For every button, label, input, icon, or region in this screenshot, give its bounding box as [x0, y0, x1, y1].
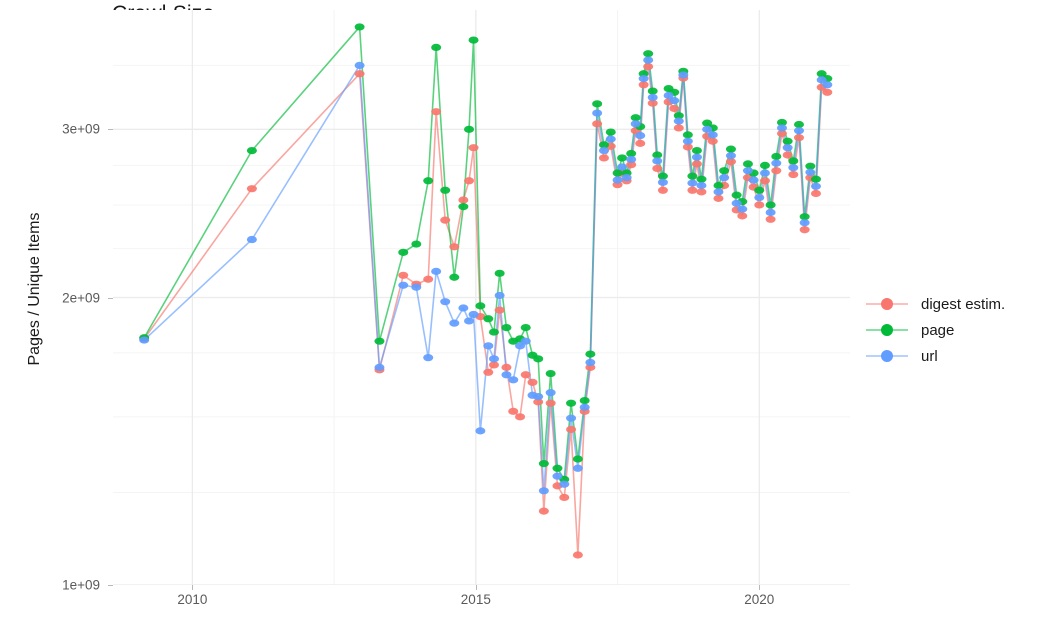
x-tick-label: 2020: [744, 592, 775, 607]
series-line-url: [143, 59, 829, 492]
y-axis-title: Pages / Unique Items: [26, 212, 43, 366]
plot-area: [113, 10, 850, 585]
y-tick-label: 1e+09: [62, 577, 100, 593]
x-tick-label: 2010: [177, 592, 208, 607]
legend-key-icon-url: [866, 346, 908, 366]
legend-key-icon-digest: [866, 294, 908, 314]
y-tick-label: 2e+09: [62, 290, 100, 305]
x-tick-label: 2015: [460, 592, 491, 607]
legend: digest estim. page url: [866, 291, 1051, 369]
legend-item[interactable]: url: [866, 343, 1051, 369]
legend-dot: [881, 324, 893, 336]
x-tick-mark: [475, 585, 477, 590]
series-points-digest-estim-: [139, 62, 833, 559]
series-line-digest-estim-: [143, 65, 829, 556]
legend-label: page: [921, 321, 955, 339]
plot-panel: [113, 10, 850, 585]
series-line-page: [143, 26, 829, 481]
y-tick-mark: [108, 297, 113, 299]
legend-item[interactable]: digest estim.: [866, 291, 1051, 317]
legend-dot: [881, 350, 893, 362]
legend-dot: [881, 298, 893, 310]
y-tick-label: 3e+09: [62, 121, 100, 137]
y-tick-mark: [108, 129, 113, 131]
series-points-url: [139, 56, 833, 495]
legend-key-icon-page: [866, 320, 908, 340]
x-tick-mark: [192, 585, 194, 590]
x-tick-mark: [759, 585, 761, 590]
y-tick-mark: [108, 585, 113, 586]
legend-label: url: [921, 347, 938, 365]
legend-label: digest estim.: [921, 295, 1006, 313]
series-points-page: [139, 23, 833, 483]
legend-item[interactable]: page: [866, 317, 1051, 343]
